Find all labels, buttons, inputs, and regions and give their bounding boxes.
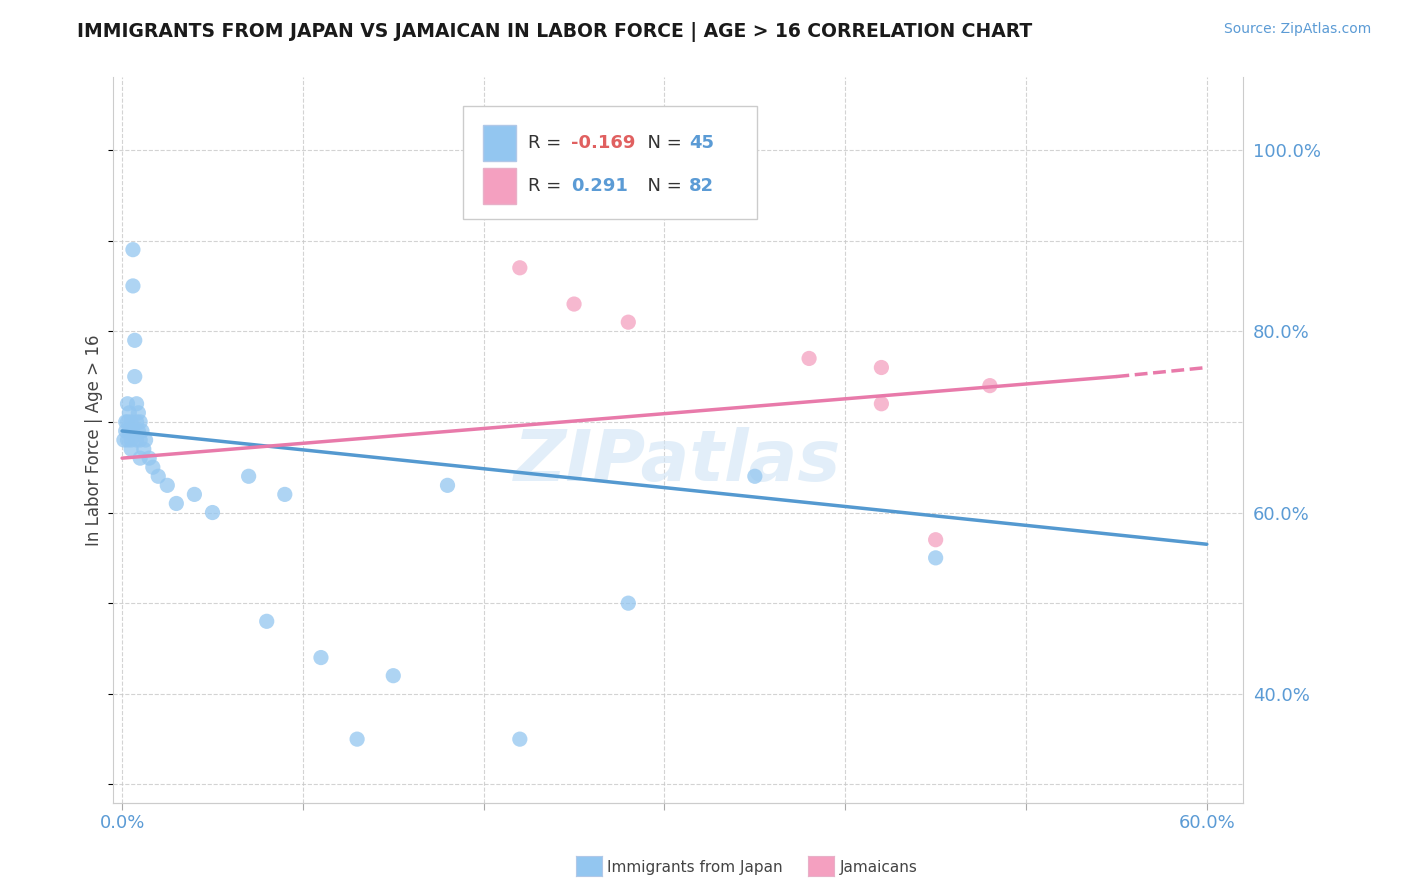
- Point: [125, 433, 148, 447]
- Text: ZIPatlas: ZIPatlas: [515, 427, 842, 496]
- Point: [127, 406, 149, 420]
- Point: [382, 669, 405, 683]
- Point: [125, 415, 148, 429]
- Point: [436, 478, 458, 492]
- Text: 82: 82: [689, 178, 714, 195]
- Point: [129, 433, 152, 447]
- Text: IMMIGRANTS FROM JAPAN VS JAMAICAN IN LABOR FORCE | AGE > 16 CORRELATION CHART: IMMIGRANTS FROM JAPAN VS JAMAICAN IN LAB…: [77, 22, 1032, 42]
- Y-axis label: In Labor Force | Age > 16: In Labor Force | Age > 16: [86, 334, 103, 546]
- Point: [117, 415, 139, 429]
- Text: Jamaicans: Jamaicans: [839, 861, 917, 875]
- Point: [135, 433, 157, 447]
- Point: [142, 460, 165, 475]
- Text: 45: 45: [689, 134, 714, 152]
- Point: [870, 397, 893, 411]
- Point: [346, 732, 368, 747]
- Point: [744, 469, 766, 483]
- Point: [122, 243, 145, 257]
- Point: [129, 415, 152, 429]
- Point: [309, 650, 332, 665]
- Point: [156, 478, 179, 492]
- Point: [114, 424, 136, 438]
- Text: -0.169: -0.169: [571, 134, 636, 152]
- Text: R =: R =: [527, 134, 567, 152]
- Point: [165, 496, 187, 510]
- Text: 0.291: 0.291: [571, 178, 627, 195]
- Point: [120, 442, 142, 456]
- Point: [117, 397, 139, 411]
- Point: [617, 315, 640, 329]
- Point: [112, 433, 135, 447]
- Point: [114, 415, 136, 429]
- Text: Source: ZipAtlas.com: Source: ZipAtlas.com: [1223, 22, 1371, 37]
- Point: [118, 406, 141, 420]
- Point: [148, 469, 170, 483]
- Point: [924, 533, 946, 547]
- Point: [797, 351, 820, 366]
- FancyBboxPatch shape: [464, 106, 756, 219]
- Point: [509, 260, 531, 275]
- Point: [138, 451, 160, 466]
- Point: [617, 596, 640, 610]
- Point: [120, 433, 142, 447]
- Point: [509, 732, 531, 747]
- Point: [127, 424, 149, 438]
- Point: [274, 487, 297, 501]
- Point: [256, 615, 278, 629]
- Point: [124, 334, 146, 348]
- Point: [201, 506, 224, 520]
- Point: [644, 193, 666, 207]
- FancyBboxPatch shape: [482, 125, 516, 161]
- Point: [122, 424, 145, 438]
- Text: R =: R =: [527, 178, 567, 195]
- Point: [238, 469, 260, 483]
- FancyBboxPatch shape: [482, 168, 516, 204]
- Point: [562, 297, 585, 311]
- Point: [120, 415, 142, 429]
- Point: [644, 193, 666, 207]
- Point: [125, 397, 148, 411]
- Point: [117, 433, 139, 447]
- Point: [924, 550, 946, 565]
- Text: N =: N =: [636, 134, 688, 152]
- Point: [183, 487, 205, 501]
- Point: [132, 442, 155, 456]
- Point: [124, 369, 146, 384]
- Point: [131, 424, 153, 438]
- Point: [122, 279, 145, 293]
- Point: [979, 378, 1001, 392]
- Point: [118, 424, 141, 438]
- Point: [870, 360, 893, 375]
- Text: N =: N =: [636, 178, 688, 195]
- Text: Immigrants from Japan: Immigrants from Japan: [607, 861, 783, 875]
- Point: [129, 451, 152, 466]
